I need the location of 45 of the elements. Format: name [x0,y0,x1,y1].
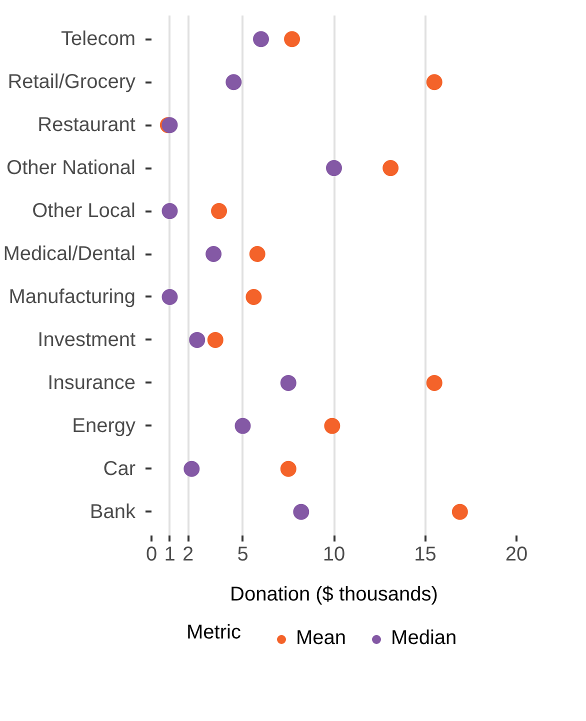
point [211,203,228,220]
point [253,31,269,48]
point [206,246,222,262]
y-tick-label: Telecom [61,28,136,50]
point [162,289,178,305]
y-tick-label: Manufacturing [8,286,136,308]
y-tick-label: Medical/Dental [3,243,136,266]
y-tick-label: Car [103,458,136,480]
point [234,418,251,434]
point [284,31,300,48]
point [280,374,296,391]
legend-label: Mean [296,627,346,650]
point [226,74,242,90]
point [246,289,262,305]
point [426,374,442,391]
y-tick-label: Bank [90,500,136,523]
point [293,504,310,520]
y-tick-label: Investment [38,328,136,351]
y-tick-label: Energy [72,414,136,437]
point [382,160,399,176]
x-tick-label: 10 [322,544,346,566]
point [184,460,200,477]
x-tick-label: 2 [182,544,194,566]
point [189,332,206,348]
y-tick-label: Insurance [48,372,136,394]
point [249,246,266,262]
x-tick-label: 5 [237,544,248,566]
x-tick-label: 1 [164,544,176,566]
y-tick-label: Retail/Grocery [8,71,136,94]
y-tick-label: Other Local [32,200,136,222]
x-tick-label: 0 [146,544,158,566]
x-axis-title: Donation ($ thousands) [230,584,438,606]
x-tick-label: 15 [414,544,436,566]
point [207,332,224,348]
point [162,203,178,220]
point [426,74,442,90]
x-tick-label: 20 [505,544,528,566]
point [280,460,296,477]
legend-label: Median [391,627,457,650]
point [452,504,468,520]
point [326,160,342,176]
y-tick-label: Other National [6,157,136,180]
point [324,418,340,434]
y-tick-label: Restaurant [38,114,136,136]
legend-title: Metric [186,622,241,644]
